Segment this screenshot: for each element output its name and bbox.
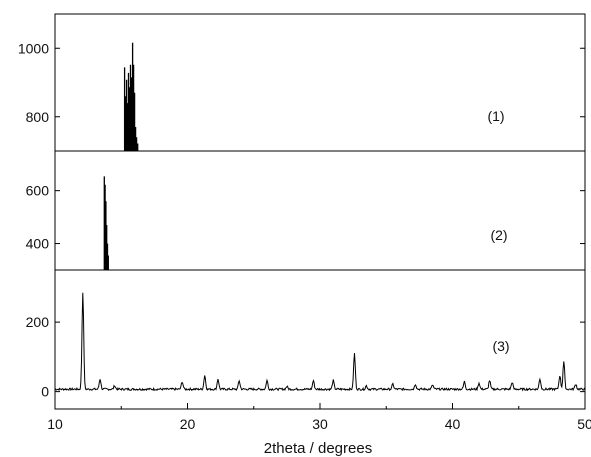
panel-frame xyxy=(54,150,586,271)
y-tick-label: 1000 xyxy=(18,40,49,56)
pattern-trace xyxy=(123,42,139,151)
y-tick-label: 400 xyxy=(26,236,50,252)
y-tick-label: 0 xyxy=(41,384,49,400)
pattern-trace xyxy=(103,176,109,270)
panel-1: 800 1000 (1) xyxy=(18,13,586,152)
y-tick-label: 200 xyxy=(26,314,50,330)
x-tick-label: 30 xyxy=(312,416,328,432)
x-tick-label: 40 xyxy=(445,416,461,432)
x-tick-label: 20 xyxy=(180,416,196,432)
y-tick-label: 800 xyxy=(26,109,50,125)
panel-3: 0 200 (3) xyxy=(26,269,586,410)
y-tick-label: 600 xyxy=(26,183,50,199)
pattern-label: (1) xyxy=(487,108,504,124)
pattern-label: (3) xyxy=(492,338,509,354)
x-tick-label: 10 xyxy=(47,416,63,432)
pattern-trace xyxy=(54,292,586,392)
x-axis-label: 2theta / degrees xyxy=(264,440,372,457)
panel-2: 400 600 (2) xyxy=(26,150,586,271)
x-tick-label: 50 xyxy=(577,416,591,432)
pattern-label: (2) xyxy=(490,227,507,243)
chart-panels: 800 1000 (1) 400 600 (2) 0 200 (3) xyxy=(18,13,586,410)
x-axis: 10 20 30 40 50 xyxy=(47,403,591,432)
